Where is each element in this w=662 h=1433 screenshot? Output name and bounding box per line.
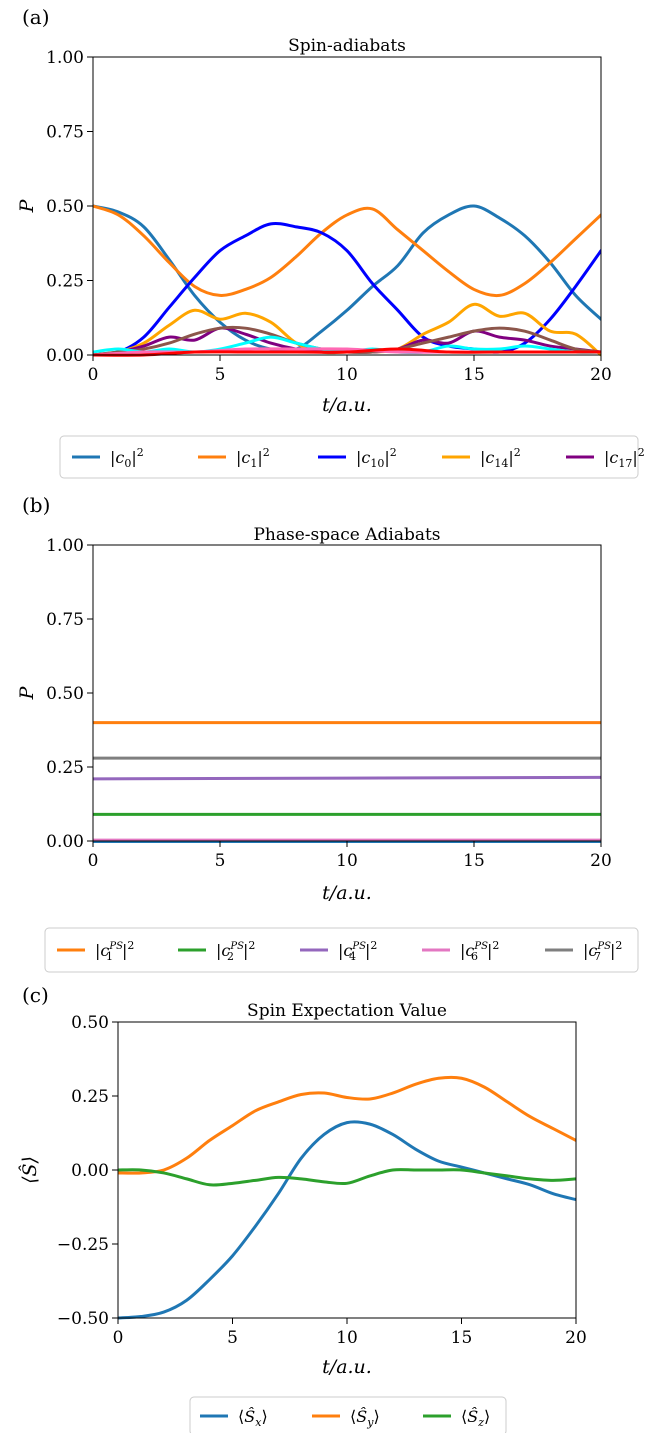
x-tick-label: 20	[590, 365, 612, 385]
y-tick-label: 0.75	[46, 123, 84, 143]
y-tick-label: 0.50	[71, 1013, 109, 1033]
y-tick-label: 0.50	[46, 197, 84, 217]
series-line-3	[118, 1168, 576, 1187]
chart-title: Spin Expectation Value	[247, 1001, 447, 1021]
legend: |cPS 1 |2 |cPS 2 |2 |cPS 4 |2 |cPS 6 |2 |cPS 7 |2	[44, 927, 639, 973]
panel-label: (c)	[22, 983, 49, 1007]
legend: |c0|2 |c1|2 |c10|2 |c14|2 |c17|2	[59, 435, 645, 479]
x-axis-label: t/a.u.	[322, 1356, 372, 1378]
x-tick-label: 15	[463, 851, 485, 871]
chart-panel-2: (b) Phase-space Adiabats 0 5 10 15 20 0.00 0.25 0…	[16, 493, 639, 973]
legend-label: ⟨Ŝy⟩	[350, 1406, 380, 1429]
legend-box	[59, 435, 639, 479]
x-tick-label: 20	[565, 1328, 587, 1348]
y-tick-label: 0.00	[46, 346, 84, 366]
plot-frame	[92, 544, 602, 842]
chart-panel-3: (c) Spin Expectation Value 0 5 10 15 20 −0.50 −0…	[18, 983, 587, 1433]
series-line-3	[93, 775, 601, 781]
series-line-9	[93, 347, 601, 357]
chart-title: Phase-space Adiabats	[253, 525, 440, 545]
plot-frame	[117, 1021, 577, 1319]
chart-panel-1: (a) Spin-adiabats 0 5 10 15 20 0.00 0.25 0.50 0.75…	[16, 5, 645, 479]
series-line-1	[93, 204, 601, 353]
legend-box	[189, 1396, 507, 1433]
y-axis-label: P	[16, 685, 38, 700]
legend-box	[44, 927, 639, 973]
y-tick-label: 0.00	[46, 832, 84, 852]
panel-label: (a)	[22, 5, 50, 29]
y-tick-label: 1.00	[46, 536, 84, 556]
chart-title: Spin-adiabats	[288, 36, 406, 56]
x-tick-label: 0	[88, 851, 99, 871]
y-tick-label: −0.25	[57, 1235, 109, 1255]
x-tick-label: 15	[451, 1328, 473, 1348]
y-tick-label: 1.00	[46, 48, 84, 68]
x-tick-label: 10	[336, 365, 358, 385]
series-group	[118, 1075, 576, 1320]
x-tick-label: 0	[88, 365, 99, 385]
legend-label: ⟨Ŝz⟩	[461, 1406, 490, 1429]
y-tick-label: −0.50	[57, 1309, 109, 1329]
y-tick-label: 0.25	[46, 758, 84, 778]
y-tick-label: 0.25	[71, 1087, 109, 1107]
series-line-1	[118, 1120, 576, 1320]
x-tick-label: 10	[336, 1328, 358, 1348]
y-tick-label: 0.75	[46, 610, 84, 630]
x-tick-label: 15	[463, 365, 485, 385]
series-line-3	[93, 222, 601, 357]
series-line-2	[118, 1075, 576, 1175]
x-axis-label: t/a.u.	[322, 394, 372, 416]
x-tick-label: 5	[227, 1328, 238, 1348]
y-tick-label: 0.00	[71, 1161, 109, 1181]
y-axis-label: ⟨Ŝ⟩	[18, 1156, 41, 1184]
x-tick-label: 5	[215, 365, 226, 385]
x-tick-label: 10	[336, 851, 358, 871]
y-tick-label: 0.50	[46, 684, 84, 704]
x-tick-label: 0	[113, 1328, 124, 1348]
x-axis-label: t/a.u.	[322, 882, 372, 904]
series-line-2	[93, 204, 601, 298]
legend-label: ⟨Ŝx⟩	[238, 1406, 268, 1429]
legend: ⟨Ŝx⟩ ⟨Ŝy⟩ ⟨Ŝz⟩	[189, 1396, 507, 1433]
series-group	[93, 204, 601, 357]
y-axis-label: P	[16, 198, 38, 213]
panel-label: (b)	[22, 493, 50, 517]
series-group	[93, 721, 601, 843]
x-tick-label: 20	[590, 851, 612, 871]
x-tick-label: 5	[215, 851, 226, 871]
y-tick-label: 0.25	[46, 272, 84, 292]
